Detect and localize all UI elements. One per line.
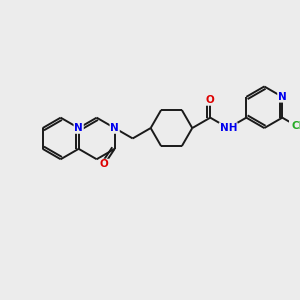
Text: N: N	[278, 92, 287, 102]
Text: NH: NH	[220, 123, 237, 133]
Text: Cl: Cl	[291, 121, 300, 131]
Text: O: O	[100, 159, 109, 170]
Text: O: O	[206, 95, 215, 105]
Text: N: N	[74, 123, 83, 133]
Text: N: N	[110, 123, 119, 133]
